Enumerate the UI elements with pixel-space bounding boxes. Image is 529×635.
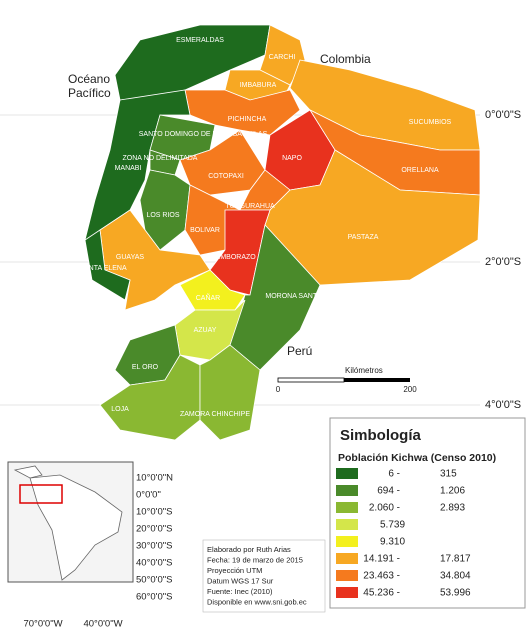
province-label: CARCHI — [269, 54, 296, 61]
legend-label: 6 - — [388, 469, 400, 480]
credit-line: Disponible en www.sni.gob.ec — [207, 597, 307, 606]
scale-segment — [344, 378, 410, 382]
province-label: COTOPAXI — [208, 173, 244, 180]
province-label: ZONA NO DELIMITADA — [123, 155, 198, 162]
scale-label: 0 — [276, 385, 281, 394]
province — [114, 24, 271, 101]
country-label: Colombia — [320, 52, 371, 66]
inset-latitude-label: 50°0'0"S — [136, 575, 172, 586]
province-label: BOLIVAR — [190, 227, 220, 234]
province-label: GUAYAS — [116, 254, 144, 261]
legend-swatch — [336, 502, 358, 513]
province-label: MORONA SANTIAGO — [265, 293, 335, 300]
continent — [13, 465, 43, 479]
ocean-label: Pacífico — [68, 86, 111, 100]
credit-line: Proyección UTM — [207, 566, 262, 575]
legend-subtitle: Población Kichwa (Censo 2010) — [338, 452, 496, 464]
legend-box — [329, 417, 526, 609]
legend-label: 45.236 - — [363, 588, 400, 599]
province-label: AZUAY — [194, 327, 217, 334]
scale-bar: Kilómetros 0 200 — [276, 366, 417, 394]
legend-label: 14.191 - — [363, 554, 400, 565]
provinces — [84, 24, 481, 441]
legend-label: 315 — [440, 469, 457, 480]
legend-label: 5.739 — [380, 520, 405, 531]
legend-swatch — [336, 519, 358, 530]
province-label: MANABI — [115, 165, 142, 172]
inset-latitude-label: 0°0'0" — [136, 490, 161, 501]
continent — [29, 474, 123, 581]
legend-label: 694 - — [377, 486, 400, 497]
legend-swatch — [336, 485, 358, 496]
scale-title: Kilómetros — [345, 366, 383, 375]
inset-highlight — [19, 484, 63, 504]
legend-label: 23.463 - — [363, 571, 400, 582]
legend-label: 9.310 — [380, 537, 405, 548]
province-label: ESMERALDAS — [176, 37, 224, 44]
legend-swatch — [336, 587, 358, 598]
province-label: ORELLANA — [401, 167, 439, 174]
legend-label: 1.206 — [440, 486, 465, 497]
province-label: LOJA — [111, 406, 129, 413]
legend-label: 2.893 — [440, 503, 465, 514]
scale-label: 200 — [403, 385, 417, 394]
legend-swatch — [336, 553, 358, 564]
credit-line: Elaborado por Ruth Arias — [207, 545, 291, 554]
legend-label: 17.817 — [440, 554, 471, 565]
ocean-label: Océano — [68, 72, 110, 86]
province — [139, 169, 191, 251]
legend-title: Simbología — [340, 427, 421, 444]
province — [209, 209, 271, 296]
province-label: NAPO — [282, 155, 302, 162]
inset-latitude-label: 40°0'0"S — [136, 558, 172, 569]
inset-longitude-label: 70°0'0"W — [23, 619, 62, 630]
inset-latitude-label: 10°0'0"S — [136, 507, 172, 518]
legend-swatch — [336, 570, 358, 581]
province-label: PICHINCHA — [228, 116, 267, 123]
province-label: LOS RIOS — [146, 212, 179, 219]
inset-latitude-label: 30°0'0"S — [136, 541, 172, 552]
province-label: PASTAZA — [348, 234, 379, 241]
province-label: IMBABURA — [240, 82, 277, 89]
province-label: SUCUMBIOS — [409, 119, 452, 126]
country-label: Perú — [287, 344, 312, 358]
province — [84, 229, 131, 301]
inset-latitude-label: 60°0'0"S — [136, 592, 172, 603]
inset-longitude-label: 40°0'0"W — [83, 619, 122, 630]
province-label: TUNGURAHUA — [225, 203, 275, 210]
inset-map: 10°0'0"N 0°0'0" 10°0'0"S 20°0'0"S 30°0'0"S 40… — [7, 461, 173, 630]
legend-swatch — [336, 468, 358, 479]
province-label: CAÑAR — [196, 293, 221, 302]
latitude-label: 2°0'0"S — [485, 256, 521, 268]
province — [199, 344, 261, 441]
legend: Simbología Población Kichwa (Censo 2010)… — [329, 417, 526, 609]
inset-latitude-label: 20°0'0"S — [136, 524, 172, 535]
legend-swatch — [336, 536, 358, 547]
legend-label: 2.060 - — [369, 503, 400, 514]
province-label: ZAMORA CHINCHIPE — [180, 411, 250, 418]
credit-line: Fecha: 19 de marzo de 2015 — [207, 555, 303, 564]
credits-box — [202, 539, 326, 613]
inset-latitude-label: 10°0'0"N — [136, 473, 173, 484]
credit-line: Fuente: Inec (2010) — [207, 587, 273, 596]
legend-label: 53.996 — [440, 588, 471, 599]
province-label: SANTA ELENA — [79, 265, 127, 272]
province — [184, 89, 301, 136]
latitude-label: 4°0'0"S — [485, 399, 521, 411]
latitude-label: 0°0'0"S — [485, 109, 521, 121]
scale-segment — [277, 377, 345, 383]
province-label: CHIMBORAZO — [208, 254, 256, 261]
credit-line: Datum WGS 17 Sur — [207, 576, 274, 585]
province-label: SANTO DOMINGO DE LOS TSACHILAS — [139, 131, 268, 138]
province-label: EL ORO — [132, 364, 159, 371]
province-labels: ESMERALDAS CARCHI IMBABURA PICHINCHA SUC… — [79, 37, 451, 418]
legend-label: 34.804 — [440, 571, 471, 582]
